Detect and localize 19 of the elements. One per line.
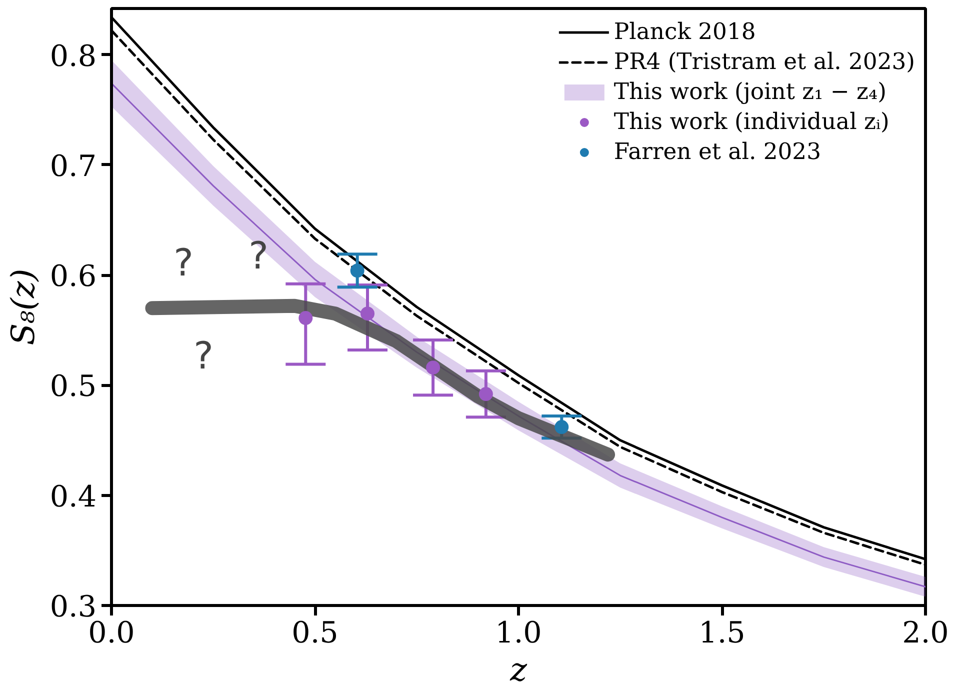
legend-label: This work (individual zᵢ) [614,108,890,136]
y-tick-label: 0.5 [50,369,97,404]
legend-label: PR4 (Tristram et al. 2023) [614,48,915,76]
y-tick-label: 0.8 [50,38,97,73]
y-axis-title: S₈(z) [4,268,42,346]
x-tick-label: 2.0 [902,616,949,650]
annotation: ? [194,334,214,378]
x-tick-label: 1.0 [495,616,542,650]
legend-label: This work (joint z₁ − z₄) [614,78,886,106]
y-tick-label: 0.7 [50,148,97,183]
x-tick-label: 1.5 [698,616,746,650]
x-tick-label: 0.5 [292,616,338,650]
annotation: ? [174,240,194,284]
legend-label: Farren et al. 2023 [614,138,822,166]
legend-label: Planck 2018 [614,18,756,46]
y-tick-label: 0.6 [50,259,97,294]
annotation: ? [248,234,268,278]
y-tick-label: 0.4 [50,479,97,514]
x-axis-title: z [509,650,528,688]
